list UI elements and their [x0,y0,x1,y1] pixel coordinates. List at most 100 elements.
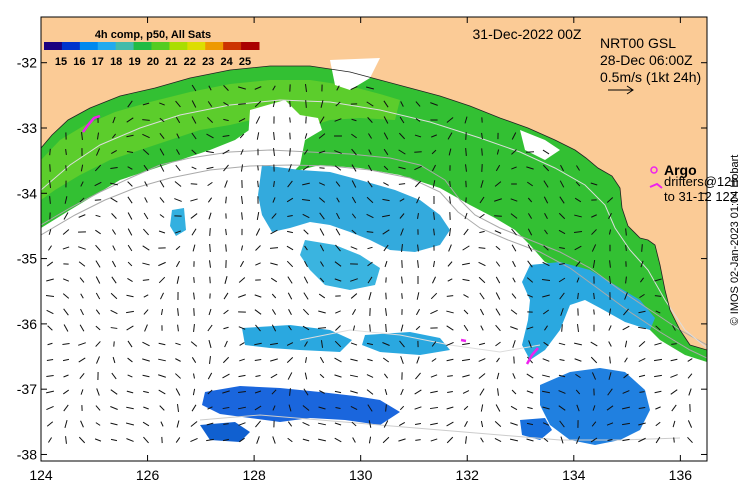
current-arrow [270,229,278,235]
current-arrow [527,244,533,252]
current-arrow [334,340,342,348]
current-arrow [575,181,581,187]
current-arrow [606,197,614,203]
currents-info-line3: 0.5m/s (1kt 24h) [600,69,701,85]
current-arrow [448,148,452,156]
current-arrow [286,260,294,268]
current-arrow [96,356,100,364]
current-arrow [255,375,261,377]
current-arrow [670,358,678,362]
argo-label: Argo [664,162,697,178]
current-arrow [591,244,597,252]
current-arrow [670,389,678,395]
current-arrow [94,199,102,201]
current-arrow [609,275,611,285]
current-arrow [335,244,341,252]
current-arrow [126,438,134,442]
current-arrow [159,148,165,156]
current-arrow [158,358,166,362]
current-arrow [430,422,438,426]
current-arrow [238,277,246,283]
current-arrow [240,149,244,155]
current-arrow [238,118,246,122]
current-arrow [593,292,595,300]
current-arrow [638,340,646,348]
current-arrow [624,340,628,348]
current-arrow [417,244,419,252]
current-arrow [560,308,564,316]
current-arrow [431,358,437,362]
current-arrow [302,308,310,316]
current-arrow [48,229,52,235]
current-arrow [289,148,291,156]
current-arrow [239,437,245,443]
current-arrow [350,85,358,91]
current-arrow [526,326,534,330]
current-arrow [688,388,692,396]
current-arrow [400,324,404,332]
current-arrow [46,261,54,267]
current-arrow [223,164,229,172]
current-arrow [401,276,403,284]
current-arrow [111,229,117,235]
current-arrow [95,405,101,411]
current-arrow [591,372,597,380]
current-arrow [191,116,197,124]
current-arrow [608,212,612,220]
current-arrow [385,308,387,316]
current-arrow [383,373,389,379]
current-arrow [559,292,565,300]
current-arrow [480,325,484,331]
colorbar-segment [133,42,152,50]
current-arrow [334,278,342,282]
current-arrow [336,197,340,203]
current-arrow [590,356,598,364]
current-arrow [318,133,326,139]
legend-tick-label: 23 [202,56,214,68]
current-arrow [480,404,484,412]
current-arrow [350,358,358,362]
current-arrow [225,244,227,252]
current-arrow [225,228,227,236]
current-arrow [608,308,612,316]
current-arrow [446,310,454,314]
current-arrow [543,180,549,188]
current-arrow [512,373,516,379]
current-arrow [62,293,70,299]
current-arrow [461,358,471,362]
current-arrow [159,102,165,106]
y-tick-label: -35 [17,251,37,267]
legend-tick-label: 18 [110,56,122,68]
current-arrow [127,374,133,378]
current-arrow [80,164,84,172]
current-arrow [127,340,133,348]
current-arrow [385,404,387,412]
current-arrow [431,149,437,155]
current-arrow [111,133,117,139]
current-arrow [464,212,468,220]
current-arrow [288,164,292,172]
current-arrow [240,164,244,172]
current-arrow [223,326,229,330]
current-arrow [366,86,374,90]
x-tick-label: 126 [136,467,160,483]
current-arrow [433,212,435,220]
current-arrow [351,180,357,188]
current-arrow [127,261,133,267]
current-arrow [287,421,293,427]
current-arrow [78,357,86,363]
current-arrow [431,341,437,347]
current-arrow [254,100,262,108]
drifters-label-line1: drifters@12h [664,174,739,189]
current-arrow [511,228,517,236]
current-arrow [480,437,484,443]
current-arrow [398,183,406,185]
current-arrow [367,358,373,362]
current-arrow [207,197,213,203]
current-arrow [175,437,181,443]
current-arrow [286,342,294,346]
current-arrow [655,436,661,444]
current-arrow [495,164,501,172]
current-arrow [446,421,454,427]
cloud-patch [248,100,322,178]
